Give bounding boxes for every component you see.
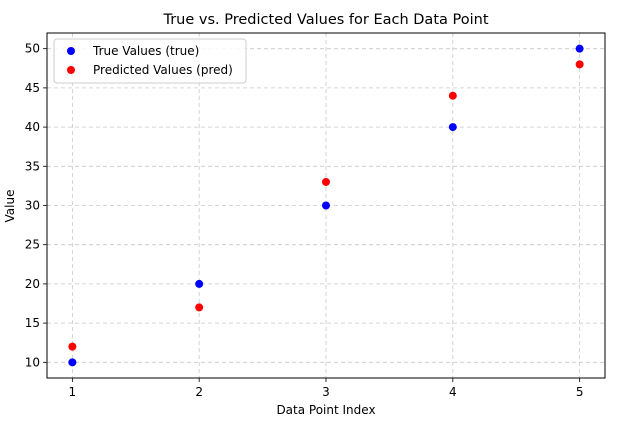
data-point-pred bbox=[68, 342, 77, 351]
chart-title: True vs. Predicted Values for Each Data … bbox=[162, 12, 488, 28]
data-point-true bbox=[195, 279, 204, 288]
legend-label: True Values (true) bbox=[92, 44, 199, 58]
x-axis-label: Data Point Index bbox=[276, 403, 375, 417]
legend-label: Predicted Values (pred) bbox=[93, 63, 233, 77]
y-tick-label: 20 bbox=[25, 277, 40, 291]
data-point-pred bbox=[448, 91, 457, 100]
data-point-true bbox=[68, 358, 77, 367]
data-point-pred bbox=[575, 60, 584, 69]
x-tick-label: 5 bbox=[576, 385, 584, 399]
y-tick-label: 15 bbox=[25, 316, 40, 330]
legend-marker bbox=[67, 66, 75, 74]
data-point-true bbox=[322, 201, 330, 210]
data-point-true bbox=[575, 44, 584, 53]
data-point-pred bbox=[195, 303, 204, 312]
y-tick-label: 35 bbox=[25, 159, 40, 173]
y-tick-label: 40 bbox=[25, 120, 40, 134]
data-points bbox=[68, 44, 584, 367]
y-tick-label: 10 bbox=[25, 355, 40, 369]
data-point-pred bbox=[322, 177, 330, 186]
x-tick-label: 1 bbox=[69, 385, 77, 399]
legend-box bbox=[53, 38, 247, 84]
legend-marker bbox=[67, 47, 75, 55]
x-tick-label: 3 bbox=[322, 385, 330, 399]
legend: True Values (true) Predicted Values (pred… bbox=[53, 38, 247, 84]
y-tick-label: 45 bbox=[25, 81, 40, 95]
data-point-true bbox=[448, 123, 457, 132]
y-axis-label: Value bbox=[3, 190, 17, 223]
y-tick-label: 25 bbox=[25, 238, 40, 252]
x-tick-label: 2 bbox=[195, 385, 203, 399]
x-tick-label: 4 bbox=[449, 385, 457, 399]
y-tick-label: 50 bbox=[25, 42, 40, 56]
y-tick-label: 30 bbox=[25, 199, 40, 213]
